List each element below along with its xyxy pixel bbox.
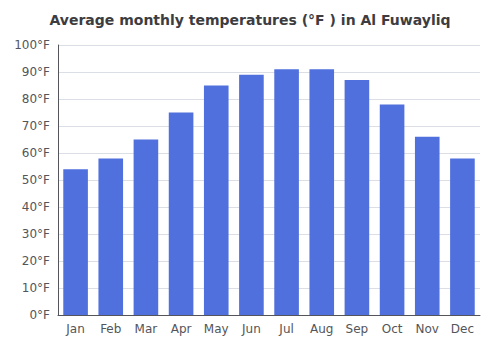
svg-text:50°F: 50°F (22, 173, 50, 187)
svg-text:10°F: 10°F (22, 281, 50, 295)
svg-text:70°F: 70°F (22, 119, 50, 133)
svg-text:Dec: Dec (451, 322, 474, 336)
svg-text:90°F: 90°F (22, 65, 50, 79)
svg-text:Oct: Oct (382, 322, 403, 336)
svg-text:Aug: Aug (310, 322, 333, 336)
svg-text:Sep: Sep (346, 322, 369, 336)
svg-text:May: May (204, 322, 229, 336)
svg-text:80°F: 80°F (22, 92, 50, 106)
svg-text:0°F: 0°F (29, 308, 50, 322)
svg-text:Mar: Mar (135, 322, 158, 336)
svg-text:40°F: 40°F (22, 200, 50, 214)
svg-text:Average monthly temperatures (: Average monthly temperatures (°F ) in Al… (49, 12, 450, 28)
svg-text:100°F: 100°F (14, 38, 50, 52)
svg-text:20°F: 20°F (22, 254, 50, 268)
svg-text:Apr: Apr (171, 322, 192, 336)
svg-text:Jan: Jan (65, 322, 85, 336)
svg-text:Jul: Jul (278, 322, 293, 336)
svg-text:Feb: Feb (100, 322, 121, 336)
svg-text:60°F: 60°F (22, 146, 50, 160)
svg-text:30°F: 30°F (22, 227, 50, 241)
svg-text:Jun: Jun (241, 322, 261, 336)
svg-text:Nov: Nov (416, 322, 439, 336)
